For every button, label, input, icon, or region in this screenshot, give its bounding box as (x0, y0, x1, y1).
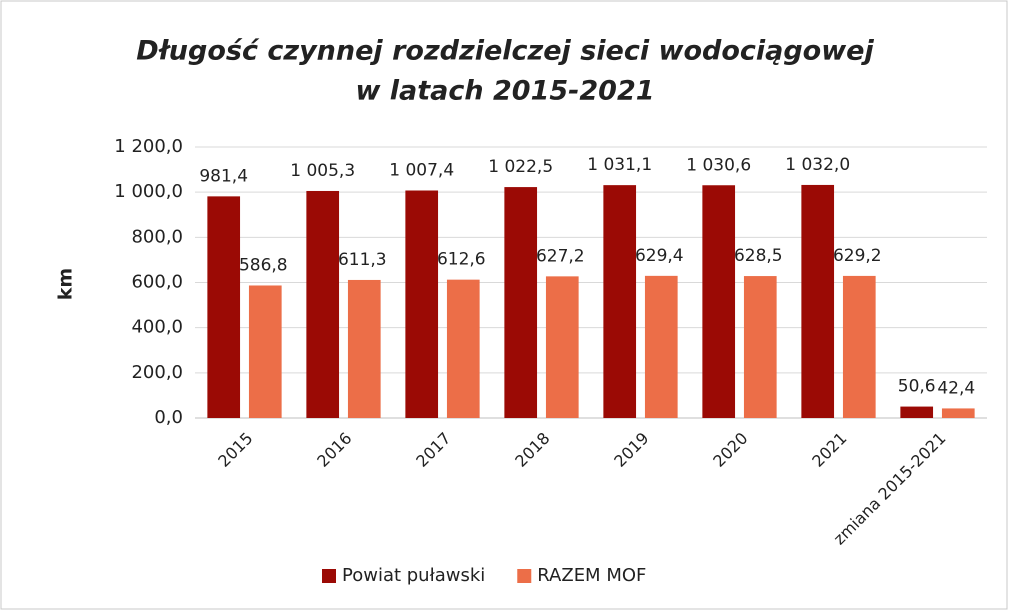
value-label: 629,2 (833, 246, 882, 266)
y-axis-label: km (55, 268, 77, 300)
y-tick-label: 0,0 (154, 407, 183, 428)
value-label: 586,8 (239, 255, 288, 275)
y-tick-label: 400,0 (131, 317, 183, 338)
value-label: 981,4 (199, 166, 248, 186)
bar (900, 406, 934, 418)
legend-label: Powiat puławski (342, 565, 485, 586)
value-label: 1 022,5 (488, 157, 553, 177)
bar (504, 187, 538, 418)
bar (248, 285, 282, 418)
value-label: 1 031,1 (587, 155, 652, 175)
y-tick-label: 1 200,0 (114, 136, 183, 157)
legend-label: RAZEM MOF (537, 565, 646, 586)
bar (801, 184, 835, 418)
chart-title: Długość czynnej rozdzielczej sieci wodoc… (136, 36, 874, 67)
value-label: 1 007,4 (389, 160, 454, 180)
value-label: 629,4 (635, 246, 684, 266)
legend-swatch (322, 569, 336, 583)
bar (702, 185, 736, 418)
y-tick-label: 1 000,0 (114, 181, 183, 202)
value-label: 1 030,6 (686, 155, 751, 175)
value-label: 628,5 (734, 246, 783, 266)
bar (446, 279, 480, 418)
bar (941, 408, 975, 418)
bar (644, 275, 678, 418)
value-label: 50,6 (898, 377, 936, 397)
bar (545, 276, 579, 418)
bar (207, 196, 241, 418)
bar (603, 185, 637, 418)
value-label: 612,6 (437, 250, 486, 270)
value-label: 627,2 (536, 246, 585, 266)
bar (405, 190, 439, 418)
value-label: 1 005,3 (290, 161, 355, 181)
bar (347, 279, 381, 418)
bar (842, 275, 876, 418)
bar (306, 190, 340, 418)
legend-swatch (517, 569, 532, 583)
value-label: 611,3 (338, 250, 387, 270)
chart-title: w latach 2015-2021 (355, 76, 654, 107)
y-tick-label: 600,0 (131, 272, 183, 293)
y-tick-label: 800,0 (131, 226, 183, 247)
y-tick-label: 200,0 (131, 362, 183, 383)
value-label: 1 032,0 (785, 155, 850, 175)
value-label: 42,4 (937, 378, 975, 398)
bar (743, 276, 777, 418)
